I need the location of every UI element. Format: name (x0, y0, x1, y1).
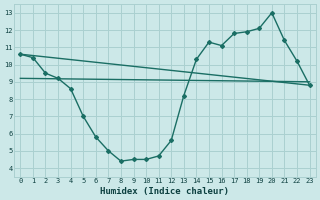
X-axis label: Humidex (Indice chaleur): Humidex (Indice chaleur) (100, 187, 229, 196)
